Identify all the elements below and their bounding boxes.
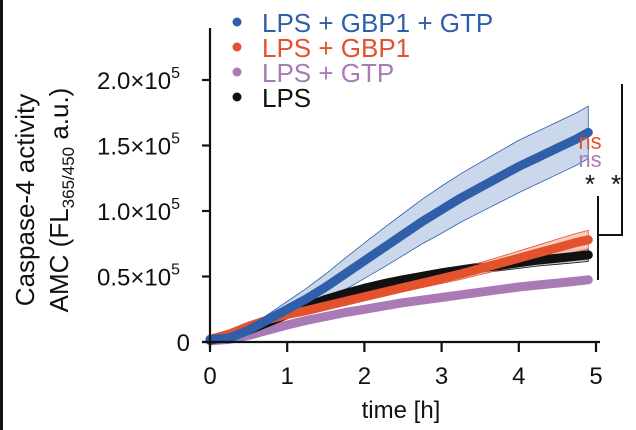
x-tick-label: 3 xyxy=(435,363,448,390)
legend-marker xyxy=(232,67,242,77)
y-axis-label-line1: Caspase-4 activity xyxy=(10,94,40,306)
panel-border xyxy=(0,0,3,430)
significance-annotations: ns ns * * xyxy=(578,84,623,280)
x-axis-label: time [h] xyxy=(362,397,441,424)
y-tick-label: 0 xyxy=(177,330,190,357)
x-tick-label: 5 xyxy=(589,363,602,390)
y-tick-label: 2.0×105 xyxy=(97,65,180,95)
legend-marker xyxy=(232,17,242,27)
y-axis-label-sub: 365/450 xyxy=(59,147,78,208)
legend-marker xyxy=(232,42,242,52)
y-tick-label: 1.5×105 xyxy=(97,131,180,161)
asterisk-inner: * xyxy=(585,169,595,199)
legend-label: LPS + GTP xyxy=(262,58,394,88)
y-tick-label: 1.0×105 xyxy=(97,196,180,226)
series-line-3 xyxy=(205,250,593,345)
legend-label: LPS + GBP1 + GTP xyxy=(262,8,493,38)
x-tick-label: 0 xyxy=(203,363,216,390)
series-line-2 xyxy=(205,275,593,346)
y-axis-label: Caspase-4 activity AMC (FL365/450 a.u.) xyxy=(10,88,78,313)
series-line-0 xyxy=(205,127,593,344)
ns-label-gbp1: ns xyxy=(578,129,601,154)
y-tick-label: 0.5×105 xyxy=(97,262,180,292)
series-lines xyxy=(205,127,593,346)
x-tick-label: 4 xyxy=(512,363,525,390)
legend-label: LPS xyxy=(262,83,311,113)
x-tick-label: 2 xyxy=(358,363,371,390)
legend-label: LPS + GBP1 xyxy=(262,33,410,63)
y-axis-label-line2: AMC (FL365/450 a.u.) xyxy=(44,88,78,313)
y-axis-label-prefix: AMC (FL xyxy=(44,208,74,312)
x-tick-label: 1 xyxy=(281,363,294,390)
x-ticks: 0 1 2 3 4 5 xyxy=(203,342,603,390)
legend-marker xyxy=(232,92,242,102)
asterisk-outer: * xyxy=(611,169,621,199)
y-ticks: 0 0.5×105 1.0×105 1.5×105 2.0×105 xyxy=(97,65,210,357)
y-axis-label-suffix: a.u.) xyxy=(44,88,74,147)
ns-label-gtp: ns xyxy=(578,147,601,172)
